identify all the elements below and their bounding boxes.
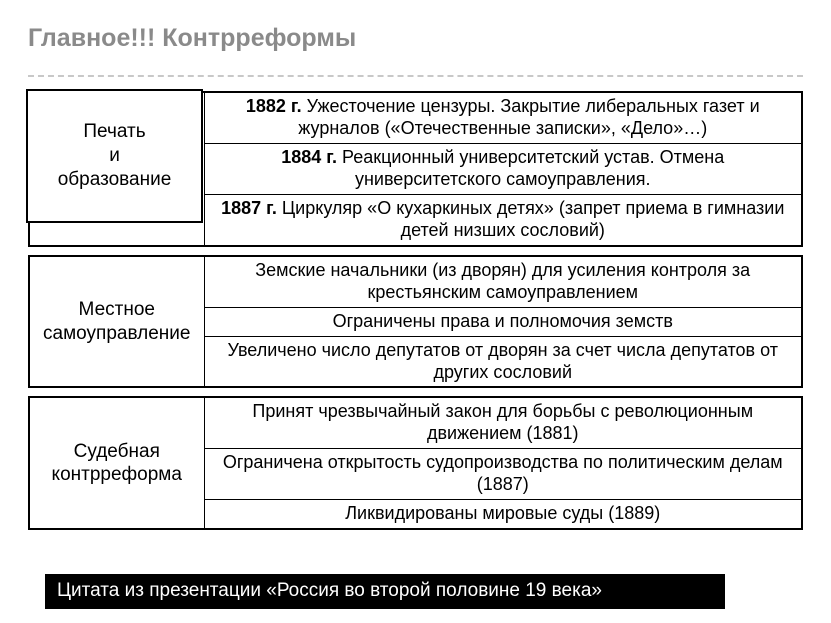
cell: Земские начальники (из дворян) для усиле… — [204, 256, 802, 307]
cell-text: Циркуляр «О кухаркиных детях» (запрет пр… — [277, 198, 785, 240]
cell: Ограничена открытость судопроизводства п… — [204, 449, 802, 500]
year-bold: 1882 г. — [246, 96, 302, 116]
block-press-education: 1882 г. Ужесточение цензуры. Закрытие ли… — [28, 91, 803, 247]
year-bold: 1887 г. — [221, 198, 277, 218]
citation-bar: Цитата из презентации «Россия во второй … — [45, 574, 725, 609]
block-local-gov: Местное самоуправление Земские начальник… — [28, 255, 803, 389]
table-row: Судебная контрреформа Принят чрезвычайны… — [29, 397, 802, 448]
row-header: Судебная контрреформа — [29, 397, 204, 529]
row-header-text: Местное самоуправление — [43, 299, 190, 343]
citation-text: Цитата из презентации «Россия во второй … — [57, 580, 602, 601]
cell-text: Реакционный университетский устав. Отмен… — [337, 147, 724, 189]
row-header: Местное самоуправление — [29, 256, 204, 388]
cell: Принят чрезвычайный закон для борьбы с р… — [204, 397, 802, 448]
row-header-text: Печать и образование — [58, 120, 172, 191]
cell-text: Ужесточение цензуры. Закрытие либеральны… — [298, 96, 759, 138]
row-header-text: Судебная контрреформа — [52, 441, 182, 485]
cell: 1884 г. Реакционный университетский уста… — [204, 143, 802, 194]
divider — [28, 75, 803, 77]
cell: Ограничены права и полномочия земств — [204, 307, 802, 336]
table-judicial: Судебная контрреформа Принят чрезвычайны… — [28, 396, 803, 530]
page-title: Главное!!! Контрреформы — [28, 24, 803, 53]
table-local-gov: Местное самоуправление Земские начальник… — [28, 255, 803, 389]
table-row: Местное самоуправление Земские начальник… — [29, 256, 802, 307]
block-judicial: Судебная контрреформа Принят чрезвычайны… — [28, 396, 803, 530]
row-header-overlay: Печать и образование — [26, 89, 203, 223]
cell: Ликвидированы мировые суды (1889) — [204, 500, 802, 529]
cell: 1887 г. Циркуляр «О кухаркиных детях» (з… — [204, 194, 802, 245]
year-bold: 1884 г. — [281, 147, 337, 167]
cell: 1882 г. Ужесточение цензуры. Закрытие ли… — [204, 92, 802, 143]
cell: Увеличено число депутатов от дворян за с… — [204, 336, 802, 387]
